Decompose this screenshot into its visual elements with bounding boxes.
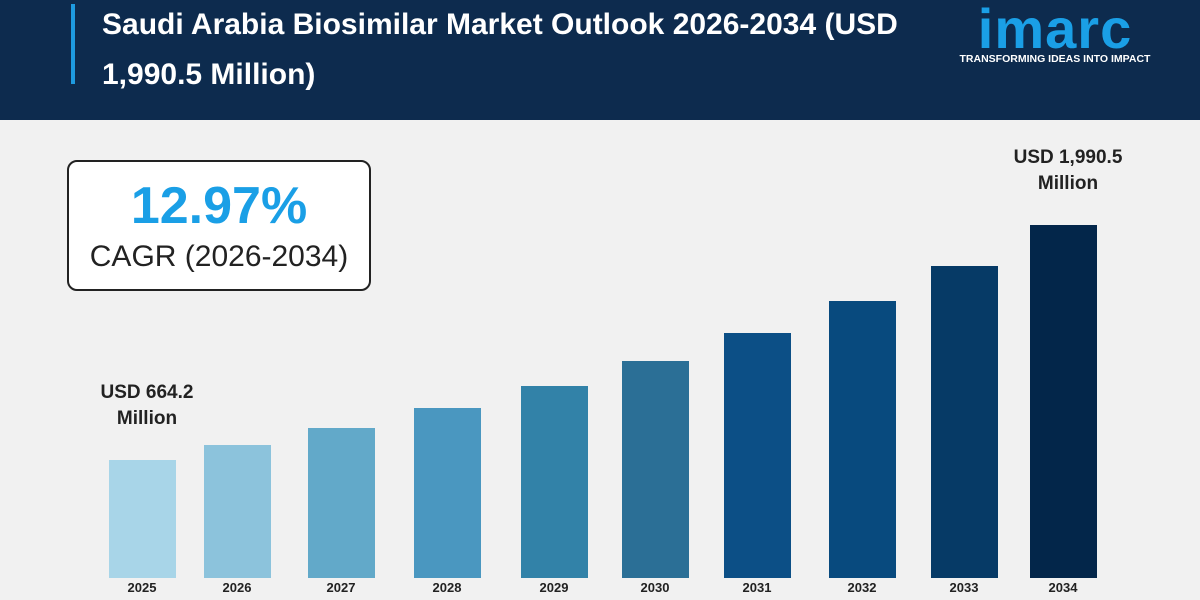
x-tick-label: 2026 — [222, 580, 252, 595]
x-tick-label: 2028 — [432, 580, 462, 595]
x-tick-label: 2027 — [326, 580, 356, 595]
header: Saudi Arabia Biosimilar Market Outlook 2… — [0, 0, 1200, 120]
bar — [930, 265, 998, 578]
x-tick-label: 2025 — [127, 580, 157, 595]
chart-title: Saudi Arabia Biosimilar Market Outlook 2… — [102, 8, 898, 91]
x-tick-label: 2030 — [640, 580, 670, 595]
cagr-box: 12.97% CAGR (2026-2034) — [67, 160, 371, 291]
bar — [520, 386, 588, 578]
x-tick-label: 2032 — [847, 580, 877, 595]
value-label: USD 1,990.5 Million — [1013, 147, 1123, 194]
bar — [1029, 225, 1097, 578]
bar — [828, 301, 896, 578]
value-label: USD 664.2 Million — [100, 382, 194, 430]
bar — [621, 361, 689, 578]
bar — [108, 460, 176, 578]
bar — [203, 444, 271, 578]
brand-tagline: TRANSFORMING IDEAS INTO IMPACT — [959, 53, 1151, 65]
x-tick-label: 2029 — [539, 580, 569, 595]
x-tick-label: 2031 — [742, 580, 772, 595]
bar — [413, 408, 481, 578]
bar — [307, 427, 375, 578]
cagr-value: 12.97% — [130, 177, 308, 235]
bar — [723, 333, 791, 578]
x-tick-label: 2034 — [1048, 580, 1078, 595]
cagr-label: CAGR (2026-2034) — [89, 240, 349, 273]
x-tick-label: 2033 — [949, 580, 979, 595]
accent-line — [71, 4, 75, 84]
brand-logo: imarc — [977, 0, 1133, 60]
